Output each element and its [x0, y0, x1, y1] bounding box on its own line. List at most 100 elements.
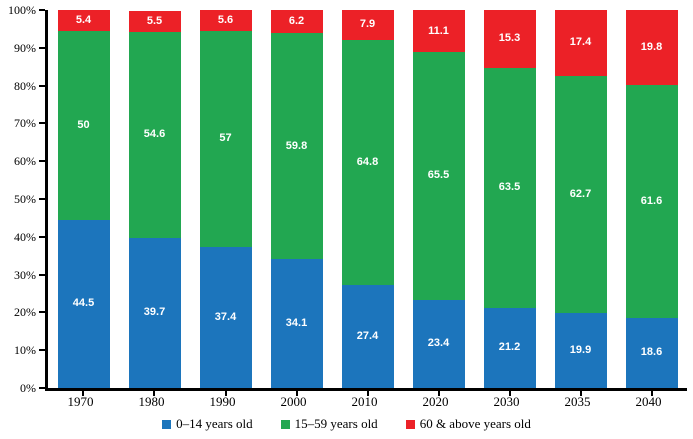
segment-2030-series-0: 21.2 [483, 307, 536, 388]
y-tick-mark [39, 311, 45, 314]
segment-2035-series-0: 19.9 [554, 312, 607, 388]
segment-2040-series-0: 18.6 [625, 317, 678, 388]
x-tick-mark [224, 388, 227, 396]
x-tick-mark [295, 388, 298, 396]
y-tick-mark [39, 273, 45, 276]
bar-value-label: 7.9 [359, 18, 376, 31]
y-tick-mark [39, 235, 45, 238]
bar-value-label: 65.5 [427, 169, 450, 182]
bar-value-label: 44.5 [72, 297, 95, 310]
bar-slot: 18.6 61.6 19.8 [616, 10, 687, 388]
y-tick-mark [39, 46, 45, 49]
x-axis: 1970 1980 1990 2000 2010 2020 2030 2035 2040 [45, 394, 684, 410]
y-tick-label: 20% [14, 305, 36, 320]
bar-value-label: 27.4 [356, 329, 379, 342]
x-tick-label: 2040 [635, 394, 662, 409]
segment-1990-series-1: 57 [199, 31, 252, 247]
y-tick-label: 40% [14, 229, 36, 244]
bar-slot: 39.7 54.6 5.5 [119, 10, 190, 388]
y-tick-label: 30% [14, 267, 36, 282]
bar-value-label: 39.7 [143, 306, 166, 319]
bar-slot: 34.1 59.8 6.2 [261, 9, 332, 388]
legend-label: 0–14 years old [176, 416, 253, 431]
bar-2010: 27.4 64.8 7.9 [341, 10, 394, 388]
segment-2020-series-1: 65.5 [412, 51, 465, 300]
segment-1990-series-2: 5.6 [199, 10, 252, 32]
segment-2010-series-2: 7.9 [341, 10, 394, 40]
legend: 0–14 years old 15–59 years old 60 & above … [0, 416, 693, 432]
legend-item-1: 15–59 years old [280, 416, 378, 432]
plot-area: 44.5 50 5.4 39.7 54.6 5.5 37.4 57 5.6 34.1 59.8 6.2… [39, 9, 687, 396]
y-tick-mark [39, 198, 45, 200]
segment-1970-series-2: 5.4 [57, 10, 110, 31]
x-tick-mark [650, 388, 653, 396]
y-tick-label: 90% [14, 40, 36, 55]
segment-1970-series-1: 50 [57, 30, 110, 220]
bar-value-label: 64.8 [356, 155, 379, 168]
bar-value-label: 5.5 [146, 14, 163, 27]
bar-value-label: 59.8 [285, 139, 308, 152]
bar-value-label: 61.6 [640, 194, 663, 207]
bar-value-label: 5.6 [217, 14, 234, 27]
y-tick-mark [39, 160, 45, 163]
x-tick-mark [153, 388, 156, 396]
segment-2000-series-1: 59.8 [270, 33, 323, 260]
bar-value-label: 23.4 [427, 337, 450, 350]
bar-value-label: 34.1 [285, 317, 308, 330]
segment-1980-series-0: 39.7 [128, 237, 181, 388]
y-tick-label: 10% [14, 343, 36, 358]
bar-1970: 44.5 50 5.4 [57, 10, 110, 388]
segment-2035-series-2: 17.4 [554, 10, 607, 76]
y-tick-label: 50% [14, 192, 36, 206]
y-tick-label: 0% [20, 381, 36, 395]
legend-swatch-icon [405, 419, 415, 429]
segment-2040-series-2: 19.8 [625, 10, 678, 85]
bar-2040: 18.6 61.6 19.8 [625, 10, 678, 388]
segment-2040-series-1: 61.6 [625, 84, 678, 318]
bar-value-label: 62.7 [569, 187, 592, 200]
x-tick-label: 2030 [493, 394, 520, 409]
x-tick-label: 1970 [67, 394, 94, 409]
legend-item-2: 60 & above years old [405, 416, 531, 432]
segment-1980-series-2: 5.5 [128, 10, 181, 32]
x-tick-label: 2035 [564, 394, 591, 409]
bar-value-label: 18.6 [640, 346, 663, 359]
bar-value-label: 50 [77, 118, 90, 131]
bar-slot: 21.2 63.5 15.3 [474, 10, 545, 388]
segment-2020-series-0: 23.4 [412, 299, 465, 388]
bar-value-label: 54.6 [143, 128, 166, 141]
bars: 44.5 50 5.4 39.7 54.6 5.5 37.4 57 5.6 34.1 59.8 6.2… [48, 9, 687, 388]
y-tick-label: 100% [8, 3, 36, 17]
bar-value-label: 19.8 [640, 40, 663, 53]
bar-value-label: 11.1 [428, 24, 449, 37]
x-tick-label: 2000 [280, 394, 307, 409]
legend-swatch-icon [162, 419, 172, 429]
legend-item-0: 0–14 years old [162, 416, 253, 432]
bar-slot: 27.4 64.8 7.9 [332, 10, 403, 388]
x-tick-label: 1990 [209, 394, 236, 409]
bar-value-label: 63.5 [498, 181, 521, 194]
x-tick-mark [579, 388, 582, 396]
segment-2000-series-0: 34.1 [270, 259, 323, 388]
legend-swatch-icon [280, 419, 290, 429]
bar-slot: 23.4 65.5 11.1 [403, 10, 474, 388]
x-tick-mark [366, 388, 369, 396]
segment-2010-series-0: 27.4 [341, 284, 394, 388]
y-tick-mark [39, 349, 45, 352]
y-tick-mark [39, 84, 45, 87]
bar-slot: 19.9 62.7 17.4 [545, 10, 616, 388]
x-tick-mark [437, 388, 440, 396]
y-tick-label: 80% [14, 78, 36, 93]
bar-value-label: 57 [219, 132, 232, 145]
x-tick-mark [508, 388, 511, 396]
legend-label: 15–59 years old [294, 416, 378, 431]
bar-value-label: 17.4 [569, 36, 592, 49]
segment-2010-series-1: 64.8 [341, 39, 394, 285]
bar-2030: 21.2 63.5 15.3 [483, 10, 536, 388]
bar-slot: 37.4 57 5.6 [190, 10, 261, 388]
y-tick-mark [39, 122, 45, 125]
legend-label: 60 & above years old [419, 416, 531, 431]
x-tick-label: 2020 [422, 394, 449, 409]
y-tick-label: 70% [14, 116, 36, 131]
